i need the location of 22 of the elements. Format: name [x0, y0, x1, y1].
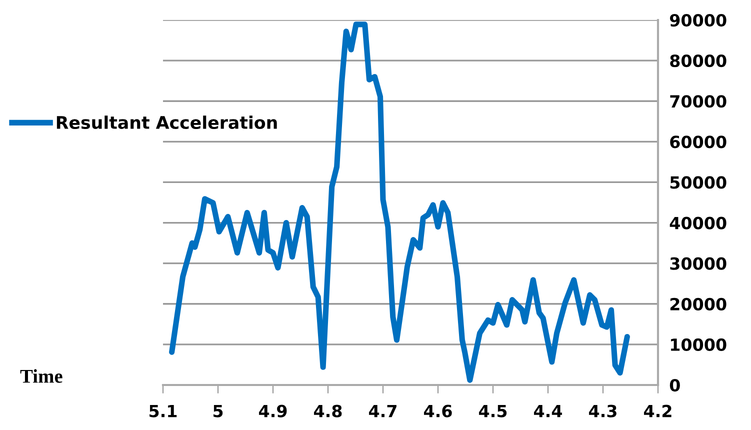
y-tick-label: 0: [670, 378, 680, 392]
y-tick-label: 10000: [670, 338, 726, 352]
y-tick-label: 50000: [670, 176, 726, 189]
x-tick-label: 5.1: [150, 404, 177, 418]
y-tick-label: 90000: [670, 14, 726, 27]
y-tick-label: 70000: [670, 95, 726, 108]
y-tick-label: 80000: [670, 54, 726, 68]
x-tick-label: 4.5: [478, 404, 507, 418]
x-tick-label: 4.4: [534, 404, 562, 418]
x-tick-label: 4.8: [314, 404, 342, 418]
y-tick-label: 20000: [670, 298, 726, 310]
x-axis-title: Time: [20, 369, 62, 383]
x-tick-label: 4.3: [588, 404, 616, 418]
x-tick-label: 4.2: [644, 404, 672, 418]
x-tick-label: 5: [213, 404, 223, 418]
y-tick-label: 60000: [670, 136, 726, 148]
x-tick-label: 4.9: [258, 404, 287, 418]
legend-label: Resultant Acceleration: [56, 116, 277, 130]
x-tick-label: 4.6: [424, 404, 452, 418]
x-tick-label: 4.7: [368, 404, 396, 418]
y-tick-label: 30000: [670, 257, 726, 270]
y-tick-label: 40000: [670, 216, 726, 230]
